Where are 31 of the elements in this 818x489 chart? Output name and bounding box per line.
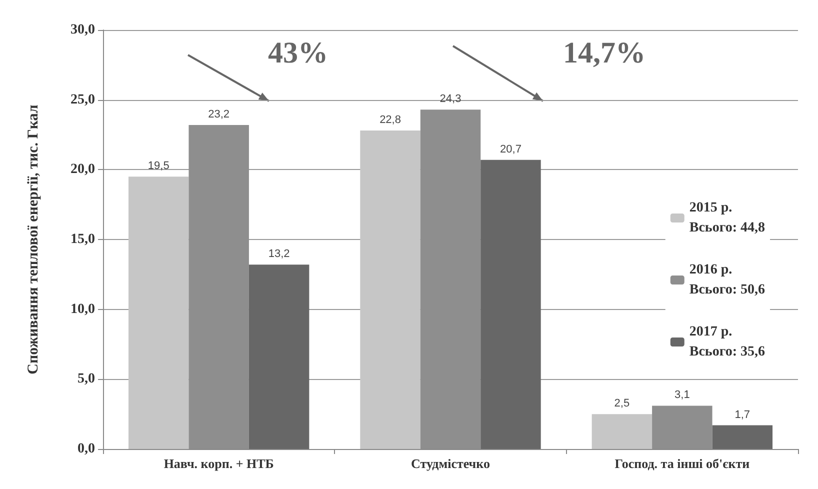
- annotation: 43%: [268, 36, 328, 70]
- annotation: 14,7%: [563, 36, 646, 70]
- data-label: 1,7: [734, 408, 750, 421]
- bar: [712, 425, 773, 449]
- data-label: 2,5: [614, 398, 630, 410]
- data-label: 22,8: [380, 114, 401, 126]
- y-tick-label: 20,0: [70, 162, 95, 178]
- y-tick-label: 0,0: [78, 442, 95, 456]
- legend-label: 2015 р. Всього: 44,8: [689, 200, 766, 236]
- bar: [360, 130, 420, 449]
- bar: [128, 176, 189, 449]
- y-tick-label: 10,0: [70, 302, 95, 317]
- x-tick-label: Господ. та інші об'єкти: [614, 456, 750, 471]
- x-tick-label: Студмістечко: [411, 456, 490, 471]
- data-label: 13,2: [268, 248, 290, 260]
- data-label: 3,1: [674, 389, 690, 402]
- y-axis-title: Споживання теплової енергії, тис. Гкал: [26, 104, 42, 374]
- legend-label: 2016 р. Всього: 50,6: [689, 262, 766, 298]
- data-label: 23,2: [208, 108, 230, 120]
- y-tick-label: 15,0: [70, 232, 95, 247]
- bar: [480, 160, 541, 449]
- y-tick-label: 30,0: [70, 22, 95, 38]
- y-tick-label: 25,0: [70, 92, 95, 108]
- data-label: 24,3: [440, 93, 462, 106]
- x-tick-label: Навч. корп. + НТБ: [164, 456, 274, 471]
- data-label: 20,7: [500, 143, 522, 156]
- bar: [248, 264, 310, 449]
- bar: [592, 414, 652, 449]
- y-tick-label: 5,0: [78, 372, 95, 387]
- data-label: 19,5: [148, 160, 170, 172]
- legend-label: 2017 р. Всього: 35,6: [689, 324, 766, 360]
